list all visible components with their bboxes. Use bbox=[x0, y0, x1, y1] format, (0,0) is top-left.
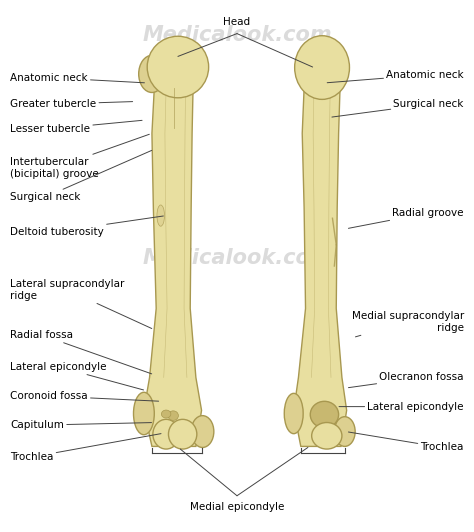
Text: Radial groove: Radial groove bbox=[348, 208, 464, 228]
Text: Medicalook.com: Medicalook.com bbox=[142, 248, 332, 268]
Text: Lateral epicondyle: Lateral epicondyle bbox=[339, 402, 464, 412]
Text: Olecranon fossa: Olecranon fossa bbox=[348, 372, 464, 388]
Ellipse shape bbox=[134, 392, 155, 435]
Text: Greater tubercle: Greater tubercle bbox=[10, 99, 133, 109]
Ellipse shape bbox=[157, 205, 164, 226]
Ellipse shape bbox=[161, 410, 171, 418]
Text: Trochlea: Trochlea bbox=[348, 432, 464, 453]
Text: Anatomic neck: Anatomic neck bbox=[10, 73, 145, 83]
Ellipse shape bbox=[153, 419, 179, 449]
Ellipse shape bbox=[299, 65, 310, 80]
Text: Deltoid tuberosity: Deltoid tuberosity bbox=[10, 216, 164, 237]
Text: Medial supracondylar
ridge: Medial supracondylar ridge bbox=[352, 311, 464, 337]
Text: Lateral supracondylar
ridge: Lateral supracondylar ridge bbox=[10, 279, 152, 329]
Ellipse shape bbox=[334, 417, 355, 446]
Ellipse shape bbox=[312, 422, 342, 449]
Polygon shape bbox=[144, 88, 201, 446]
Ellipse shape bbox=[295, 36, 349, 99]
Text: Coronoid fossa: Coronoid fossa bbox=[10, 391, 159, 401]
Text: Lesser tubercle: Lesser tubercle bbox=[10, 120, 142, 134]
Ellipse shape bbox=[139, 55, 165, 93]
Polygon shape bbox=[294, 88, 346, 446]
Text: Radial fossa: Radial fossa bbox=[10, 330, 152, 374]
Ellipse shape bbox=[284, 393, 303, 434]
Ellipse shape bbox=[191, 415, 214, 447]
Text: Medicalook.com: Medicalook.com bbox=[142, 25, 332, 45]
Text: Head: Head bbox=[223, 17, 251, 27]
Text: Capitulum: Capitulum bbox=[10, 420, 152, 430]
Ellipse shape bbox=[147, 36, 209, 98]
Text: Surgical neck: Surgical neck bbox=[10, 151, 152, 202]
Ellipse shape bbox=[168, 411, 178, 420]
Ellipse shape bbox=[168, 419, 197, 449]
Text: Intertubercular
(bicipital) groove: Intertubercular (bicipital) groove bbox=[10, 134, 149, 179]
Text: Lateral epicondyle: Lateral epicondyle bbox=[10, 362, 144, 390]
Text: Trochlea: Trochlea bbox=[10, 434, 161, 462]
Ellipse shape bbox=[310, 401, 338, 428]
Text: Surgical neck: Surgical neck bbox=[332, 99, 464, 117]
Text: Anatomic neck: Anatomic neck bbox=[327, 70, 464, 82]
Text: Medial epicondyle: Medial epicondyle bbox=[190, 502, 284, 512]
